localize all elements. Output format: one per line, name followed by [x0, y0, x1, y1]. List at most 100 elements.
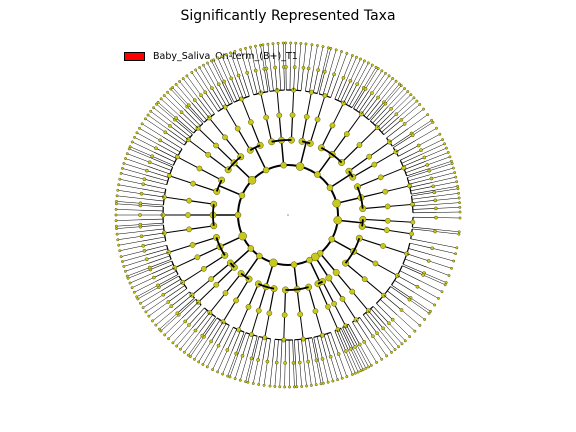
taxon-node-91: [336, 352, 341, 356]
genus-branch: [327, 333, 335, 356]
taxon-node-97: [320, 357, 325, 361]
leaf-branch: [338, 53, 348, 77]
leaf-branch: [422, 143, 445, 154]
taxon-node-43: [418, 323, 422, 327]
taxon-node-433: [406, 90, 410, 94]
taxon-node-323: [203, 90, 208, 95]
genus-branch: [358, 92, 373, 113]
taxon-node-459: [377, 174, 384, 181]
genus-branch: [394, 280, 415, 293]
genus-branch: [203, 317, 218, 337]
taxon-node-131: [256, 358, 260, 362]
class-arc: [361, 219, 364, 227]
taxon-node-291: [146, 113, 150, 117]
taxon-node-148: [221, 372, 225, 376]
genus-branch: [410, 186, 434, 192]
taxon-node-435: [394, 112, 399, 117]
genus-branch: [198, 314, 213, 334]
genus-branch: [242, 333, 250, 356]
taxon-node-223: [120, 260, 124, 263]
taxon-node-110: [300, 385, 304, 388]
taxon-node-479: [431, 184, 436, 189]
leaf-branch: [415, 128, 437, 141]
taxon-node-241: [138, 222, 143, 227]
leaf-branch: [148, 301, 169, 317]
leaf-branch: [132, 277, 154, 288]
leaf-branch: [424, 147, 447, 158]
taxon-node-493: [458, 210, 462, 214]
taxon-node-12: [455, 246, 459, 250]
genus-branch: [293, 67, 296, 91]
genus-branch: [204, 92, 219, 112]
genus-branch: [334, 77, 344, 100]
taxon-node-64: [385, 354, 389, 358]
taxon-node-415: [363, 87, 368, 91]
taxon-node-277: [128, 145, 132, 149]
leaf-branch: [194, 339, 208, 360]
class-branch: [353, 250, 376, 265]
taxon-node-107: [309, 383, 313, 387]
taxon-node-11: [457, 232, 461, 236]
class-branch: [357, 176, 381, 188]
genus-branch: [323, 334, 331, 357]
class-arc: [317, 280, 323, 285]
taxon-node-361: [266, 42, 270, 46]
genus-branch: [361, 95, 376, 115]
class-branch: [362, 225, 387, 231]
taxon-node-333: [248, 119, 254, 126]
leaf-branch: [383, 83, 400, 103]
taxon-node-408: [366, 61, 370, 65]
taxon-node-357: [276, 112, 283, 119]
leaf-branch: [188, 335, 203, 356]
genus-branch: [145, 174, 168, 182]
taxon-node-101: [297, 311, 304, 318]
leaf-branch: [307, 361, 312, 386]
leaf-branch: [401, 104, 420, 121]
order-branch: [317, 95, 326, 120]
class-arc: [301, 140, 311, 145]
genus-branch: [412, 228, 436, 232]
genus-branch: [390, 286, 410, 300]
order-branch: [283, 314, 286, 340]
leaf-branch: [175, 84, 192, 103]
taxon-node-270: [147, 160, 152, 165]
genus-branch: [153, 151, 175, 163]
leaf-branch: [116, 219, 141, 221]
taxon-node-359: [264, 66, 269, 71]
taxon-node-211: [130, 286, 134, 290]
taxon-node-385: [316, 68, 320, 72]
taxon-node-293: [149, 109, 153, 113]
leaf-branch: [343, 352, 353, 375]
leaf-branch: [405, 304, 425, 320]
leaf-branch: [116, 224, 141, 227]
taxon-node-444: [402, 122, 407, 126]
taxon-node-85: [353, 371, 357, 375]
taxon-node-155: [220, 319, 226, 325]
order-branch: [168, 244, 193, 253]
order-branch: [209, 292, 226, 313]
taxon-node-464: [422, 155, 427, 160]
taxon-node-248: [114, 202, 118, 206]
genus-branch: [412, 208, 436, 210]
phylum-branch: [231, 247, 252, 266]
taxon-node-87: [290, 261, 298, 268]
leaf-branch: [184, 332, 200, 353]
genus-branch: [168, 288, 188, 303]
class-branch: [320, 125, 334, 149]
taxon-node-416: [376, 67, 380, 70]
leaf-branch: [132, 141, 155, 153]
taxon-node-322: [222, 104, 228, 110]
taxon-node-258: [141, 182, 146, 187]
genus-branch: [283, 67, 285, 91]
leaf-branch: [267, 44, 271, 69]
leaf-branch: [117, 195, 141, 199]
order-branch: [332, 102, 345, 126]
taxon-node-371: [284, 41, 288, 45]
taxon-node-285: [247, 176, 257, 185]
leaf-branch: [234, 51, 243, 75]
taxon-node-200: [141, 306, 145, 310]
leaf-branch: [240, 49, 248, 73]
taxon-node-152: [256, 252, 263, 260]
leaf-branch: [129, 273, 153, 284]
leaf-branch: [385, 85, 402, 104]
